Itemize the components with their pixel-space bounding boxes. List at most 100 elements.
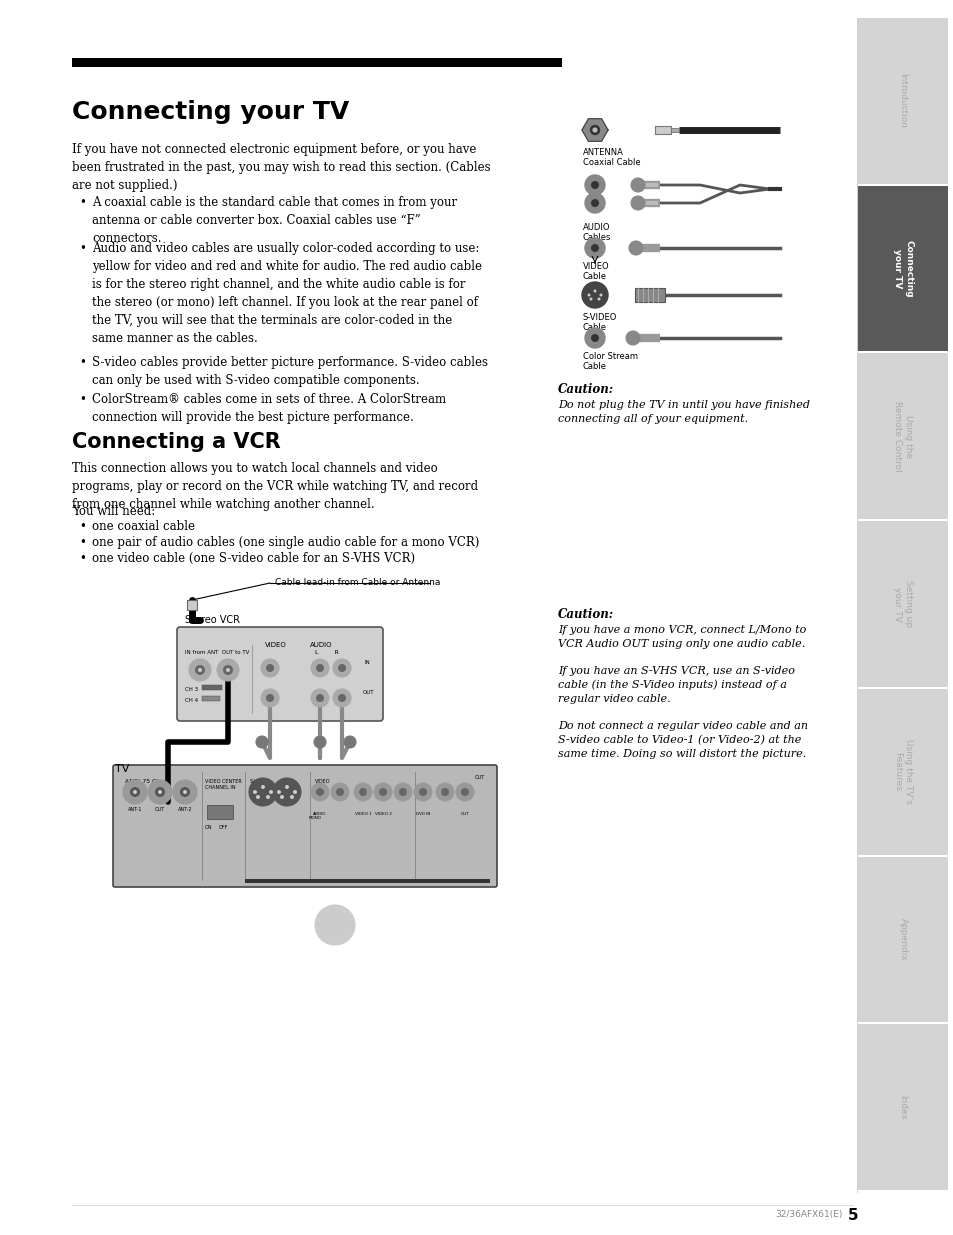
Bar (245, 879, 490, 883)
Circle shape (597, 298, 599, 300)
Text: L        R: L R (314, 650, 338, 655)
Circle shape (249, 778, 276, 806)
Circle shape (625, 331, 639, 345)
Circle shape (333, 659, 351, 677)
Text: 32/36AFX61(E): 32/36AFX61(E) (775, 1210, 842, 1219)
Text: OUT: OUT (363, 690, 375, 695)
Circle shape (440, 788, 449, 797)
Circle shape (358, 788, 367, 797)
Text: You will need:: You will need: (71, 505, 155, 517)
Text: If you have a mono VCR, connect L/Mono to
VCR Audio OUT using only one audio cab: If you have a mono VCR, connect L/Mono t… (558, 625, 807, 758)
Circle shape (189, 659, 211, 680)
Circle shape (590, 199, 598, 207)
Text: •: • (79, 393, 86, 406)
Bar (857, 19, 947, 184)
Text: •: • (79, 356, 86, 369)
Bar (207, 805, 233, 819)
Circle shape (266, 694, 274, 701)
Text: VIDEO 1: VIDEO 1 (355, 811, 371, 816)
Circle shape (180, 787, 190, 797)
Text: Using the TV’s
Features: Using the TV’s Features (892, 740, 912, 804)
Text: VIDEO CENTER
CHANNEL IN: VIDEO CENTER CHANNEL IN (205, 779, 241, 790)
Text: AUDIO: AUDIO (310, 642, 333, 648)
Text: A coaxial cable is the standard cable that comes in from your
antenna or cable c: A coaxial cable is the standard cable th… (91, 196, 456, 245)
Circle shape (314, 736, 326, 748)
Circle shape (269, 790, 273, 794)
FancyBboxPatch shape (112, 764, 497, 887)
Circle shape (148, 781, 172, 804)
Circle shape (311, 783, 329, 802)
Circle shape (315, 664, 324, 672)
Polygon shape (581, 119, 607, 141)
Text: VIDEO
Cable: VIDEO Cable (582, 262, 609, 282)
FancyBboxPatch shape (177, 627, 382, 721)
Circle shape (584, 238, 604, 258)
Text: Connecting your TV: Connecting your TV (71, 100, 349, 124)
Bar (857, 857, 947, 1023)
Circle shape (589, 298, 592, 300)
Text: Do not plug the TV in until you have finished
connecting all of your equipment.: Do not plug the TV in until you have fin… (558, 400, 809, 424)
Text: IN: IN (365, 659, 371, 664)
Text: Cable lead-in from Cable or Antenna: Cable lead-in from Cable or Antenna (274, 578, 440, 587)
Text: TV: TV (115, 764, 130, 774)
Circle shape (311, 689, 329, 706)
Bar (71, 58, 561, 67)
Circle shape (223, 664, 233, 676)
Circle shape (581, 282, 607, 308)
Circle shape (598, 294, 602, 296)
Text: •: • (79, 552, 86, 564)
Text: VIDEO: VIDEO (314, 779, 330, 784)
Bar (857, 353, 947, 519)
Circle shape (253, 790, 256, 794)
Text: Index: Index (898, 1094, 906, 1120)
Circle shape (628, 241, 642, 254)
Text: ANTENNA
Coaxial Cable: ANTENNA Coaxial Cable (582, 148, 640, 168)
Text: Stereo VCR: Stereo VCR (185, 615, 240, 625)
Circle shape (216, 659, 239, 680)
Text: •: • (79, 196, 86, 209)
Circle shape (337, 664, 346, 672)
Circle shape (266, 664, 274, 672)
Circle shape (590, 245, 598, 252)
Circle shape (198, 668, 202, 672)
Text: ANT-2: ANT-2 (177, 806, 193, 811)
Text: 5: 5 (847, 1208, 858, 1223)
Text: one pair of audio cables (one single audio cable for a mono VCR): one pair of audio cables (one single aud… (91, 536, 478, 550)
Circle shape (394, 783, 412, 802)
Text: ANT( 75 Ω): ANT( 75 Ω) (125, 779, 159, 784)
Circle shape (630, 178, 644, 191)
Circle shape (132, 790, 137, 794)
Circle shape (130, 787, 140, 797)
Circle shape (590, 333, 598, 342)
Text: ColorStream® cables come in sets of three. A ColorStream
connection will provide: ColorStream® cables come in sets of thre… (91, 393, 446, 424)
Circle shape (331, 783, 349, 802)
Circle shape (158, 790, 162, 794)
Text: OFF: OFF (219, 825, 228, 830)
Text: OUT: OUT (154, 806, 165, 811)
Text: ON: ON (205, 825, 213, 830)
Circle shape (587, 294, 590, 296)
Circle shape (261, 785, 265, 789)
Circle shape (123, 781, 147, 804)
Text: one video cable (one S-video cable for an S-VHS VCR): one video cable (one S-video cable for a… (91, 552, 415, 564)
Circle shape (273, 778, 301, 806)
Circle shape (344, 736, 355, 748)
Text: AUDIO: AUDIO (313, 811, 326, 816)
Text: CH 3: CH 3 (185, 687, 198, 692)
Circle shape (378, 788, 387, 797)
Text: Connecting a VCR: Connecting a VCR (71, 432, 280, 452)
Circle shape (584, 175, 604, 195)
Text: OUT: OUT (460, 811, 469, 816)
Circle shape (280, 795, 284, 799)
Circle shape (226, 668, 230, 672)
Circle shape (314, 905, 355, 945)
Circle shape (172, 781, 196, 804)
Text: S-video cables provide better picture performance. S-video cables
can only be us: S-video cables provide better picture pe… (91, 356, 488, 387)
Text: This connection allows you to watch local channels and video
programs, play or r: This connection allows you to watch loca… (71, 462, 477, 511)
Circle shape (354, 783, 372, 802)
Bar (202, 697, 220, 701)
Circle shape (285, 785, 289, 789)
Text: VIDEO: VIDEO (265, 642, 287, 648)
Text: Audio and video cables are usually color-coded according to use:
yellow for vide: Audio and video cables are usually color… (91, 242, 481, 345)
Circle shape (630, 196, 644, 210)
